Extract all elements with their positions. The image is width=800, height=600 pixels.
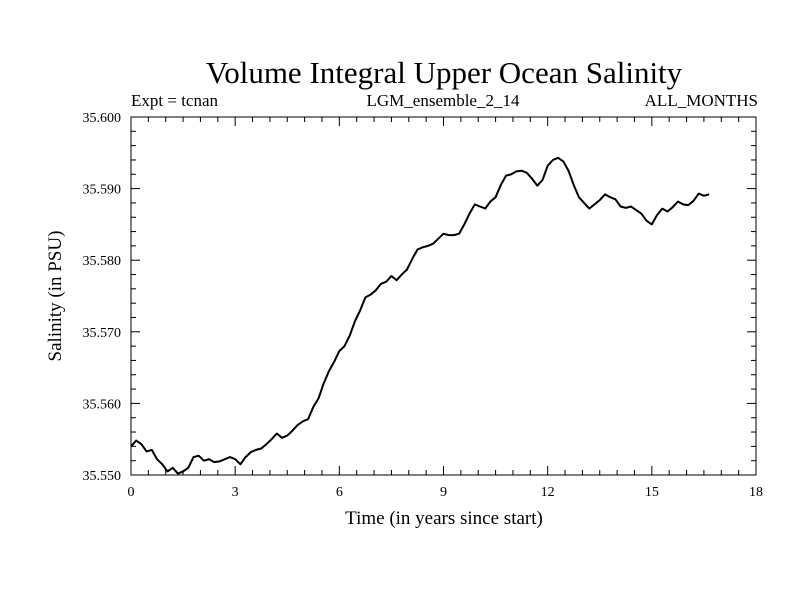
- y-tick-label: 35.560: [83, 397, 122, 412]
- axis-ticks: [130, 116, 757, 476]
- y-tick-label: 35.550: [83, 469, 122, 484]
- subtitle-months: ALL_MONTHS: [645, 91, 758, 110]
- y-tick-label: 35.570: [83, 326, 122, 341]
- x-tick-label: 15: [645, 485, 659, 500]
- y-axis-label: Salinity (in PSU): [45, 231, 66, 362]
- x-tick-label: 6: [336, 485, 343, 500]
- x-axis-label: Time (in years since start): [345, 508, 543, 529]
- subtitle-ensemble: LGM_ensemble_2_14: [367, 91, 520, 110]
- axis-tick-labels: 0 3 6 9 12 15 18 35.550 35.560 35.570 35.580 35.590…: [83, 111, 764, 500]
- x-tick-label: 9: [440, 485, 447, 500]
- y-tick-label: 35.600: [83, 111, 122, 126]
- chart-title: Volume Integral Upper Ocean Salinity: [206, 55, 683, 90]
- x-tick-label: 12: [541, 485, 555, 500]
- y-tick-label: 35.590: [83, 183, 122, 198]
- plot-area-frame: [130, 116, 757, 476]
- y-tick-label: 35.580: [83, 254, 122, 269]
- salinity-series-line: [130, 156, 710, 475]
- x-tick-label: 0: [128, 485, 135, 500]
- x-tick-label: 18: [749, 485, 763, 500]
- subtitle-experiment: Expt = tcnan: [131, 91, 219, 110]
- x-tick-label: 3: [232, 485, 239, 500]
